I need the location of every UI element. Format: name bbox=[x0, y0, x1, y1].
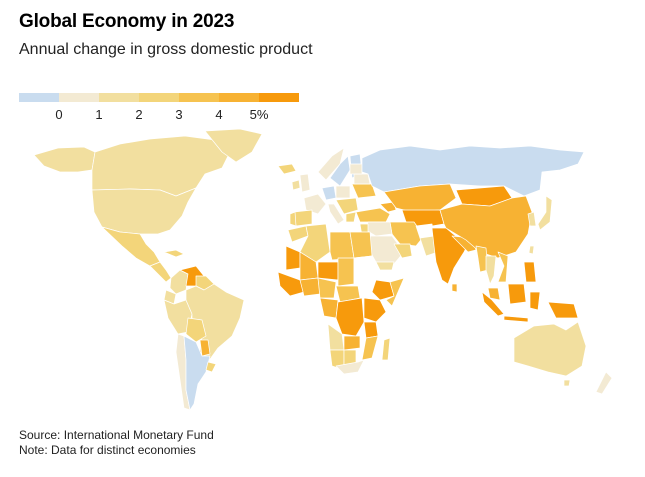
region-caucasus bbox=[379, 201, 397, 213]
region-iceland bbox=[277, 163, 297, 175]
region-usa bbox=[91, 187, 197, 235]
region-morocco bbox=[287, 225, 309, 243]
region-west-africa bbox=[277, 271, 305, 297]
region-uk bbox=[299, 173, 311, 193]
region-ireland bbox=[291, 179, 301, 191]
region-ethiopia bbox=[371, 279, 395, 301]
region-zambia bbox=[343, 335, 361, 351]
legend-swatch bbox=[19, 93, 59, 102]
region-somalia bbox=[385, 277, 405, 307]
region-mauritania bbox=[285, 245, 301, 271]
region-philippines bbox=[523, 261, 537, 283]
region-gulf-states bbox=[393, 243, 413, 259]
region-madagascar bbox=[381, 337, 391, 361]
region-sweden bbox=[329, 155, 351, 187]
region-papua bbox=[547, 301, 579, 319]
region-sri-lanka bbox=[451, 283, 458, 293]
footer: Source: International Monetary Fund Note… bbox=[19, 428, 214, 458]
region-alaska bbox=[33, 146, 96, 173]
region-norway bbox=[317, 147, 345, 181]
source-note: Source: International Monetary Fund bbox=[19, 428, 214, 442]
region-south-africa bbox=[335, 359, 365, 375]
region-italy bbox=[327, 203, 345, 225]
region-spain bbox=[293, 209, 313, 227]
region-nigeria bbox=[317, 277, 337, 299]
color-legend: 0 1 2 3 4 5% bbox=[19, 93, 299, 123]
legend-tick-labels: 0 1 2 3 4 5% bbox=[19, 107, 299, 123]
legend-swatch bbox=[59, 93, 99, 102]
region-japan bbox=[537, 195, 553, 231]
legend-swatch bbox=[179, 93, 219, 102]
region-greenland bbox=[204, 128, 263, 163]
legend-tick-label: 5% bbox=[249, 107, 269, 122]
region-australia bbox=[513, 321, 587, 377]
region-yemen bbox=[375, 261, 395, 271]
region-thailand bbox=[485, 255, 497, 285]
region-turkey bbox=[355, 207, 391, 223]
region-chad bbox=[337, 257, 355, 287]
region-canada bbox=[91, 135, 231, 197]
legend-swatch bbox=[139, 93, 179, 102]
region-sudan bbox=[353, 255, 377, 287]
region-baltics bbox=[349, 163, 363, 175]
region-new-zealand bbox=[595, 371, 613, 395]
region-paraguay bbox=[199, 339, 211, 357]
data-note: Note: Data for distinct economies bbox=[19, 443, 196, 457]
region-ghana-coast bbox=[299, 277, 321, 297]
region-portugal bbox=[289, 211, 297, 227]
legend-tick-label: 1 bbox=[95, 107, 103, 122]
legend-tick-label: 0 bbox=[55, 107, 63, 122]
region-egypt bbox=[349, 231, 373, 259]
region-greece bbox=[345, 211, 357, 223]
region-china bbox=[439, 195, 533, 259]
region-germany bbox=[321, 185, 337, 201]
region-belarus bbox=[353, 173, 371, 185]
region-tasmania bbox=[563, 379, 571, 387]
region-russia bbox=[361, 145, 585, 197]
region-central-america bbox=[149, 261, 172, 283]
legend-tick-label: 4 bbox=[215, 107, 223, 122]
legend-tick-label: 2 bbox=[135, 107, 143, 122]
region-sulawesi bbox=[529, 291, 541, 311]
region-balkans bbox=[335, 197, 359, 215]
region-vietnam bbox=[497, 251, 509, 283]
region-myanmar bbox=[475, 245, 489, 273]
page-title: Global Economy in 2023 bbox=[19, 11, 235, 32]
region-france bbox=[303, 193, 327, 215]
region-poland bbox=[335, 185, 351, 199]
region-borneo bbox=[507, 283, 527, 305]
region-malaysia bbox=[487, 287, 501, 301]
page-subtitle: Annual change in gross domestic product bbox=[19, 41, 313, 58]
legend-color-scale bbox=[19, 93, 299, 102]
legend-swatch bbox=[259, 93, 299, 102]
region-argentina bbox=[183, 335, 211, 411]
region-mozambique bbox=[361, 335, 379, 361]
region-colombia bbox=[169, 269, 189, 295]
legend-swatch bbox=[99, 93, 139, 102]
region-caribbean bbox=[163, 249, 185, 258]
region-kenya bbox=[363, 297, 387, 323]
legend-swatch bbox=[219, 93, 259, 102]
region-bolivia bbox=[185, 317, 207, 343]
region-mexico bbox=[101, 226, 161, 267]
region-niger bbox=[317, 261, 339, 281]
region-cameroon-gabon bbox=[319, 297, 339, 319]
region-tanzania bbox=[363, 321, 379, 339]
region-congo-drc bbox=[335, 297, 365, 337]
region-kazakhstan bbox=[383, 183, 457, 213]
region-sumatra bbox=[481, 291, 505, 317]
region-taiwan bbox=[528, 245, 535, 255]
world-map bbox=[33, 128, 613, 411]
region-uruguay bbox=[205, 361, 217, 373]
region-korea bbox=[527, 211, 537, 227]
legend-tick-label: 3 bbox=[175, 107, 183, 122]
region-java bbox=[503, 315, 529, 323]
